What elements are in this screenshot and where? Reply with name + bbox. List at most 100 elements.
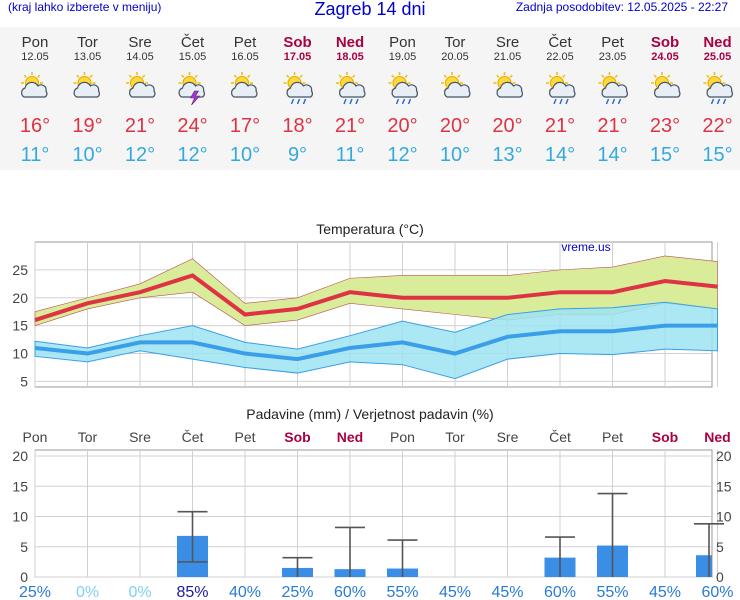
day-date: 14.05 <box>126 51 154 63</box>
max-temp: 21° <box>125 115 155 137</box>
min-temp-line <box>34 323 718 362</box>
rain-drop <box>565 98 569 105</box>
sun-ray <box>128 74 132 78</box>
min-temp: 10° <box>230 144 260 166</box>
last-update: Zadnja posodobitev: 12.05.2025 - 22:27 <box>515 0 728 14</box>
sun-ray <box>391 74 395 78</box>
rain-drop <box>349 98 353 105</box>
rain-drop <box>401 98 406 105</box>
sun-ray <box>548 74 552 78</box>
precip-probability: 40% <box>229 584 261 600</box>
cloud-shape <box>444 81 471 98</box>
temp-y-tick: 25 <box>12 262 28 278</box>
precip-day-label: Sre <box>497 429 519 445</box>
precip-y-tick-right: 20 <box>716 448 732 464</box>
min-temp: 11° <box>336 144 365 166</box>
day-name: Sre <box>496 34 519 51</box>
cloud-shape <box>178 81 206 98</box>
sun-ray <box>719 74 723 78</box>
rain-drop <box>710 98 715 105</box>
day-name: Ned <box>336 34 364 51</box>
max-temp: 16° <box>20 115 50 137</box>
watermark: vreme.us <box>561 240 610 254</box>
cloud-shape <box>231 81 258 98</box>
precip-probability: 55% <box>386 584 418 600</box>
sun-ray <box>706 74 710 78</box>
day-name: Sre <box>128 34 151 51</box>
sun-cloud-icon <box>126 72 156 98</box>
min-temp: 13° <box>492 144 522 166</box>
precip-day-label: Čet <box>549 429 571 445</box>
rain-drop <box>302 98 307 105</box>
max-temp: 23° <box>650 115 680 137</box>
sun-ray <box>614 74 618 78</box>
rain-drop <box>605 98 610 105</box>
day-name: Tor <box>445 34 466 51</box>
precip-probability: 60% <box>701 584 733 600</box>
precip-probability: 25% <box>281 584 313 600</box>
precip-probability: 45% <box>649 584 681 600</box>
precip-day-label: Pon <box>390 429 415 445</box>
cloud-shape <box>73 81 101 98</box>
min-temp: 12° <box>177 144 207 166</box>
day-date: 12.05 <box>21 51 49 63</box>
cloud-shape <box>129 81 156 98</box>
precip-day-label: Tor <box>78 429 98 445</box>
charts: Temperatura (°C) 5 10 15 20 25 vreme.us Padavin… <box>12 221 733 600</box>
sun-rain-icon <box>703 72 734 105</box>
precip-bar <box>696 555 712 577</box>
max-temp: 20° <box>492 115 522 137</box>
sun-cloud-icon <box>651 72 681 98</box>
sun-ray <box>23 74 27 78</box>
day-name: Pon <box>389 34 416 51</box>
sun-cloud-icon <box>441 72 471 98</box>
max-temp: 21° <box>335 115 365 137</box>
min-temp-range-band <box>34 301 718 380</box>
sun-ray <box>181 74 185 78</box>
rain-drop <box>355 98 359 105</box>
precip-probability: 0% <box>128 584 151 600</box>
sun-ray <box>496 74 500 78</box>
precip-y-tick-left: 5 <box>20 539 28 555</box>
rain-drop <box>290 98 295 105</box>
precip-y-tick-left: 15 <box>12 478 28 494</box>
cloud-shape <box>391 81 419 98</box>
page-title: Zagreb 14 dni <box>314 0 426 19</box>
precip-day-label: Pet <box>234 429 255 445</box>
min-temp: 14° <box>597 144 627 166</box>
min-temp: 15° <box>702 144 732 166</box>
cloudy-sun-icon <box>21 72 48 98</box>
max-temp: 20° <box>387 115 417 137</box>
max-temp: 19° <box>72 115 102 137</box>
day-name: Sob <box>283 34 311 51</box>
sun-rain-icon <box>598 72 629 105</box>
forecast-panel: Pon 12.05 16° 11° Tor 13.05 19° 10° Sre 14.05 21° 1… <box>0 27 740 170</box>
sun-ray <box>653 74 657 78</box>
rain-drop <box>343 98 347 105</box>
sun-ray <box>443 74 447 78</box>
max-temp: 21° <box>597 115 627 137</box>
max-temp: 21° <box>545 115 575 137</box>
sun-ray <box>352 74 356 78</box>
sun-ray <box>194 74 198 78</box>
temp-chart-title: Temperatura (°C) <box>316 221 424 237</box>
min-temp: 11° <box>21 144 50 166</box>
day-name: Sob <box>651 34 679 51</box>
day-date: 22.05 <box>546 51 574 63</box>
rain-drop <box>296 98 301 105</box>
precip-probability: 45% <box>491 584 523 600</box>
sun-ray <box>404 74 408 78</box>
rain-drop <box>395 98 400 105</box>
day-name: Čet <box>181 34 205 51</box>
day-date: 23.05 <box>599 51 627 63</box>
rain-drop <box>722 98 727 105</box>
